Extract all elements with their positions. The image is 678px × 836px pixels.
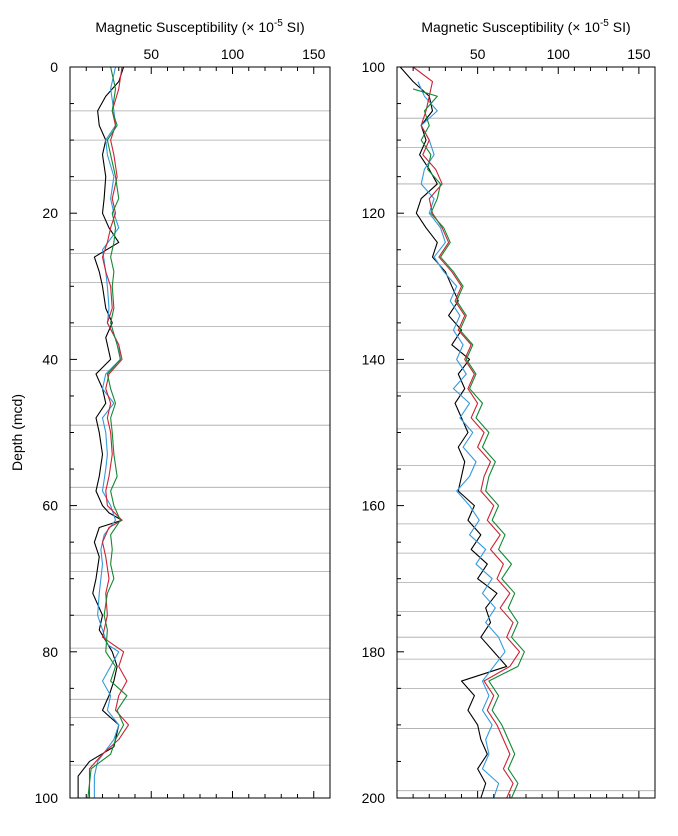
series-line-2 xyxy=(93,66,121,798)
y-tick-label: 120 xyxy=(362,205,386,221)
series-line-4 xyxy=(412,88,525,799)
x-tick-label: 100 xyxy=(547,46,571,62)
y-tick-label: 80 xyxy=(42,644,58,660)
y-tick-label: 60 xyxy=(42,498,58,514)
x-axis-title: Magnetic Susceptibility (× 10-5 SI) xyxy=(421,18,630,35)
y-tick-label: 180 xyxy=(362,644,386,660)
x-tick-label: 50 xyxy=(470,46,486,62)
x-axis-title: Magnetic Susceptibility (× 10-5 SI) xyxy=(95,18,304,35)
series-line-2 xyxy=(417,81,506,799)
y-tick-label: 200 xyxy=(362,790,386,806)
series-line-3 xyxy=(88,66,130,798)
series-line-3 xyxy=(412,66,521,799)
plot-frame xyxy=(69,66,331,799)
x-tick-label: 100 xyxy=(221,46,245,62)
y-tick-label: 100 xyxy=(362,59,386,75)
x-tick-label: 50 xyxy=(143,46,159,62)
x-tick-label: 150 xyxy=(302,46,326,62)
x-tick-label: 150 xyxy=(627,46,651,62)
series-line-4 xyxy=(87,66,128,799)
y-tick-label: 140 xyxy=(362,351,386,367)
y-tick-label: 40 xyxy=(42,351,58,367)
series-line-1 xyxy=(77,66,125,798)
y-tick-label: 100 xyxy=(35,790,59,806)
y-axis-label: Depth (mcd) xyxy=(9,394,25,471)
series-line-1 xyxy=(399,66,508,799)
y-tick-label: 20 xyxy=(42,205,58,221)
y-tick-label: 0 xyxy=(50,59,58,75)
y-tick-label: 160 xyxy=(362,498,386,514)
